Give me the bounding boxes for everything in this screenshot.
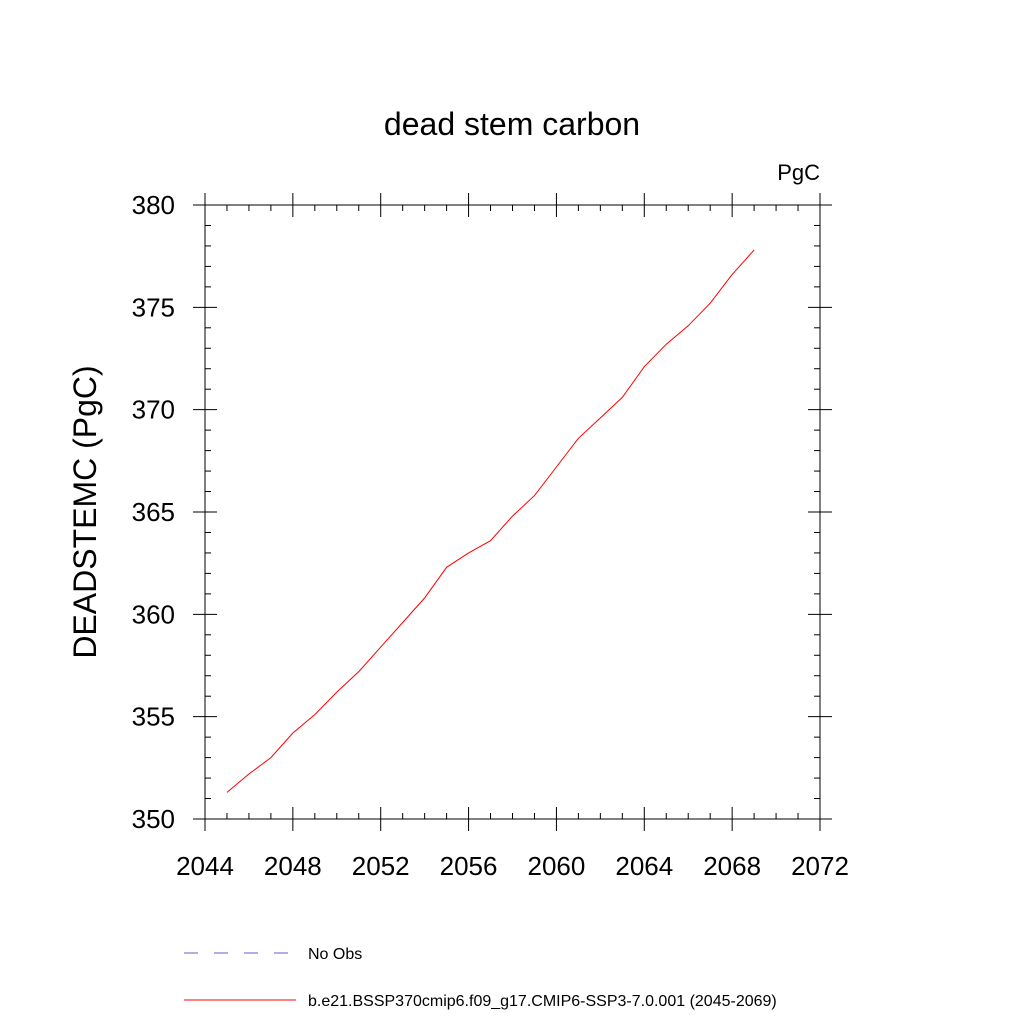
x-tick-label: 2048: [264, 851, 322, 881]
legend: No Obs b.e21.BSSP370cmip6.f09_g17.CMIP6-S…: [184, 946, 777, 1010]
y-tick-label: 365: [132, 497, 175, 527]
series-lines: [226, 249, 755, 793]
chart-title: dead stem carbon: [384, 106, 640, 142]
x-tick-label: 2060: [528, 851, 586, 881]
legend-label: b.e21.BSSP370cmip6.f09_g17.CMIP6-SSP3-7.…: [308, 993, 777, 1010]
x-tick-label: 2064: [615, 851, 673, 881]
y-tick-label: 350: [132, 804, 175, 834]
x-tick-label: 2056: [440, 851, 498, 881]
y-tick-label: 360: [132, 599, 175, 629]
x-tick-label: 2068: [703, 851, 761, 881]
y-axis-label: DEADSTEMC (PgC): [67, 365, 103, 658]
units-label: PgC: [777, 160, 820, 185]
plot-frame: [204, 204, 821, 820]
x-tick-label: 2072: [791, 851, 849, 881]
x-tick-label: 2044: [176, 851, 234, 881]
y-tick-label: 375: [132, 292, 175, 322]
series-line: [226, 249, 755, 793]
y-tick-label: 380: [132, 190, 175, 220]
axes: 2044 2048 2052 2056 2060 2064 2068 2072 350 355 36…: [132, 190, 849, 881]
y-tick-label: 370: [132, 395, 175, 425]
x-tick-label: 2052: [352, 851, 410, 881]
legend-label: No Obs: [308, 946, 362, 963]
y-tick-label: 355: [132, 702, 175, 732]
